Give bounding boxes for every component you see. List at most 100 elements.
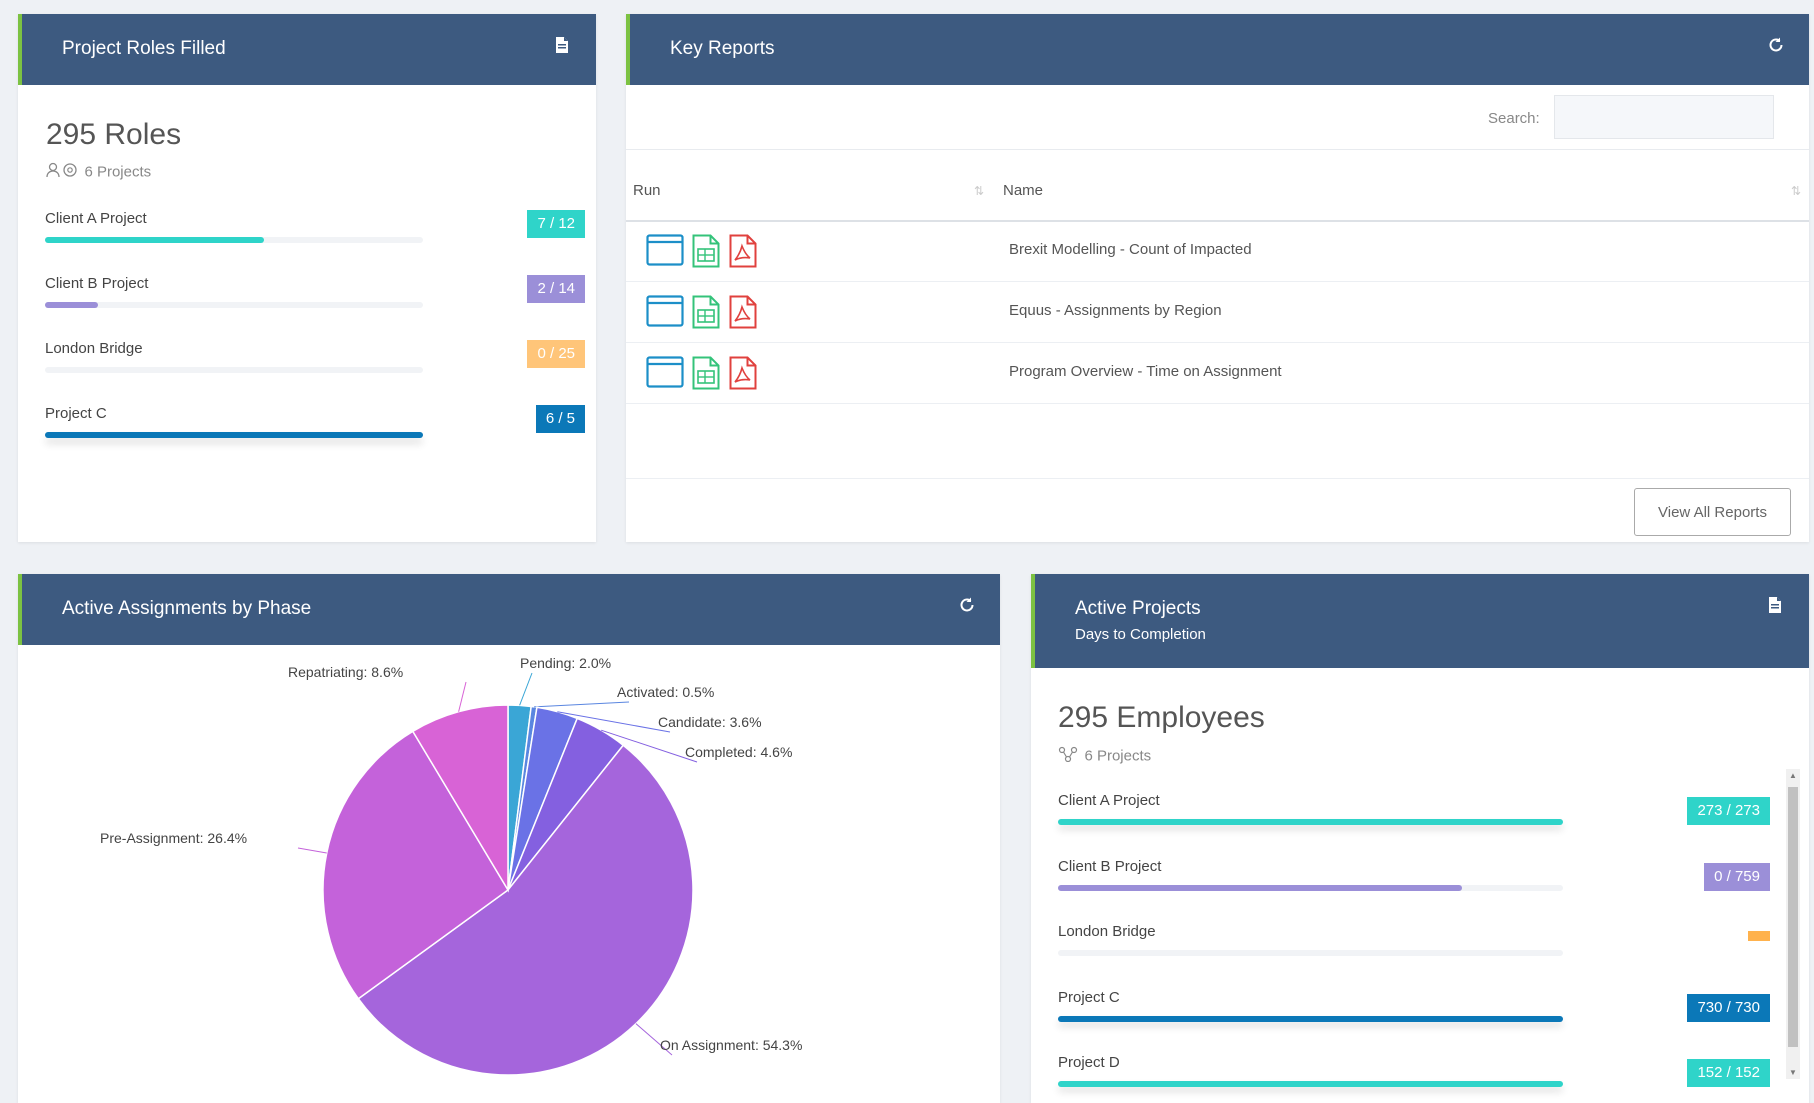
- progress-track: [1058, 819, 1563, 825]
- phase-panel: Active Assignments by Phase Pending: 2.0…: [18, 574, 1000, 1103]
- progress-track: [45, 432, 423, 438]
- active-projects-panel: Active Projects Days to Completion 295 E…: [1031, 574, 1809, 1103]
- pie-slice-label: Completed: 4.6%: [685, 744, 793, 760]
- active-projects-count: 6 Projects: [1084, 747, 1152, 765]
- spreadsheet-icon[interactable]: [692, 295, 720, 334]
- pie-chart: [297, 672, 698, 1076]
- status-badge: 0 / 759: [1704, 863, 1770, 891]
- roles-panel: Project Roles Filled 295 Roles 6 Project…: [18, 14, 596, 542]
- reports-panel-title: Key Reports: [670, 38, 775, 59]
- progress-fill: [1058, 885, 1462, 891]
- pie-leader-line: [519, 672, 533, 706]
- project-label: Project D: [1058, 1054, 1120, 1071]
- progress-track: [1058, 950, 1563, 956]
- status-badge: 152 / 152: [1687, 1059, 1770, 1087]
- view-all-reports-button[interactable]: View All Reports: [1634, 488, 1791, 536]
- scroll-up-icon[interactable]: ▲: [1789, 771, 1797, 780]
- search-input[interactable]: [1554, 95, 1774, 139]
- reports-panel-header: Key Reports: [626, 14, 1809, 85]
- pdf-icon[interactable]: [729, 356, 757, 395]
- pie-leader-line: [297, 847, 327, 854]
- roles-projects-count: 6 Projects: [84, 163, 152, 181]
- status-badge: 2 / 14: [527, 275, 585, 303]
- web-window-icon[interactable]: [646, 356, 684, 393]
- list-item: Client A Project 273 / 273: [1058, 792, 1770, 825]
- progress-track: [1058, 1081, 1563, 1087]
- progress-fill: [45, 237, 265, 243]
- list-item: Project D 152 / 152: [1058, 1054, 1770, 1087]
- progress-fill: [45, 302, 98, 308]
- list-item: London Bridge: [1058, 923, 1770, 956]
- progress-fill: [1058, 1081, 1563, 1087]
- employees-total: 295 Employees: [1058, 701, 1265, 734]
- active-projects-subtitle: Days to Completion: [1075, 626, 1206, 643]
- status-badge: 273 / 273: [1687, 797, 1770, 825]
- pie-slice-label: Pending: 2.0%: [520, 655, 612, 671]
- pie-leader-line: [557, 711, 671, 733]
- reports-panel: Key Reports Search: Run ⇅ Name ⇅ Brexit …: [626, 14, 1809, 542]
- project-label: London Bridge: [1058, 923, 1156, 940]
- scrollbar[interactable]: ▲ ▼: [1786, 769, 1800, 1079]
- spreadsheet-icon[interactable]: [692, 234, 720, 273]
- report-name-link[interactable]: Program Overview - Time on Assignment: [1009, 363, 1282, 380]
- document-icon[interactable]: [1767, 596, 1787, 616]
- pie-slice-label: On Assignment: 54.3%: [660, 1037, 803, 1053]
- pie-slice-pre-assignment[interactable]: [322, 730, 509, 1000]
- project-label: London Bridge: [45, 340, 143, 357]
- phase-panel-title: Active Assignments by Phase: [62, 598, 312, 619]
- pie-leader-line: [635, 1023, 673, 1056]
- pdf-icon[interactable]: [729, 234, 757, 273]
- project-label: Client A Project: [45, 210, 147, 227]
- pie-slice-label: Pre-Assignment: 26.4%: [100, 830, 248, 846]
- spreadsheet-icon[interactable]: [692, 356, 720, 395]
- report-name-link[interactable]: Equus - Assignments by Region: [1009, 302, 1222, 319]
- status-badge: 7 / 12: [527, 210, 585, 238]
- roles-panel-title: Project Roles Filled: [62, 38, 226, 59]
- table-row[interactable]: Program Overview - Time on Assignment: [626, 343, 1809, 404]
- pie-slice-label: Candidate: 3.6%: [658, 714, 762, 730]
- scroll-down-icon[interactable]: ▼: [1789, 1068, 1797, 1077]
- status-badge: 730 / 730: [1687, 994, 1770, 1022]
- refresh-icon[interactable]: [958, 596, 978, 616]
- project-label: Project C: [45, 405, 107, 422]
- sitemap-icon: [1058, 746, 1080, 767]
- table-row[interactable]: Equus - Assignments by Region: [626, 282, 1809, 343]
- pdf-icon[interactable]: [729, 295, 757, 334]
- project-label: Client A Project: [1058, 792, 1160, 809]
- list-item: Client B Project 0 / 759: [1058, 858, 1770, 891]
- reports-footer-divider: [626, 478, 1809, 479]
- report-name-link[interactable]: Brexit Modelling - Count of Impacted: [1009, 241, 1252, 258]
- document-icon[interactable]: [554, 36, 574, 56]
- active-projects-header: Active Projects Days to Completion: [1031, 574, 1809, 668]
- roles-total: 295 Roles: [46, 118, 182, 151]
- pie-leader-line: [458, 681, 467, 712]
- progress-track: [45, 237, 423, 243]
- sort-icon[interactable]: ⇅: [1791, 184, 1802, 198]
- web-window-icon[interactable]: [646, 234, 684, 271]
- table-row[interactable]: Brexit Modelling - Count of Impacted: [626, 221, 1809, 282]
- refresh-icon[interactable]: [1767, 36, 1787, 56]
- list-item: Project C 6 / 5: [45, 405, 585, 438]
- table-header: Run ⇅ Name ⇅: [626, 149, 1809, 222]
- col-name-header[interactable]: Name: [1003, 182, 1044, 199]
- status-badge: 6 / 5: [535, 405, 585, 433]
- col-run-header[interactable]: Run: [633, 182, 661, 199]
- roles-panel-header: Project Roles Filled: [18, 14, 596, 85]
- web-window-icon[interactable]: [646, 295, 684, 332]
- progress-track: [1058, 1016, 1563, 1022]
- list-item: Client A Project 7 / 12: [45, 210, 585, 243]
- list-item: Client B Project 2 / 14: [45, 275, 585, 308]
- active-projects-line: 6 Projects: [1058, 746, 1151, 767]
- progress-track: [45, 302, 423, 308]
- pie-leader-line: [534, 701, 630, 708]
- progress-fill: [1058, 819, 1563, 825]
- project-label: Project C: [1058, 989, 1120, 1006]
- progress-track: [1058, 885, 1563, 891]
- scrollbar-thumb[interactable]: [1788, 787, 1798, 1047]
- sort-icon[interactable]: ⇅: [974, 184, 985, 198]
- status-badge: [1748, 931, 1770, 941]
- pie-leader-line: [601, 729, 698, 763]
- pie-slice-repatriating[interactable]: [411, 704, 509, 893]
- roles-projects-line: 6 Projects: [46, 162, 151, 183]
- phase-panel-header: Active Assignments by Phase: [18, 574, 1000, 645]
